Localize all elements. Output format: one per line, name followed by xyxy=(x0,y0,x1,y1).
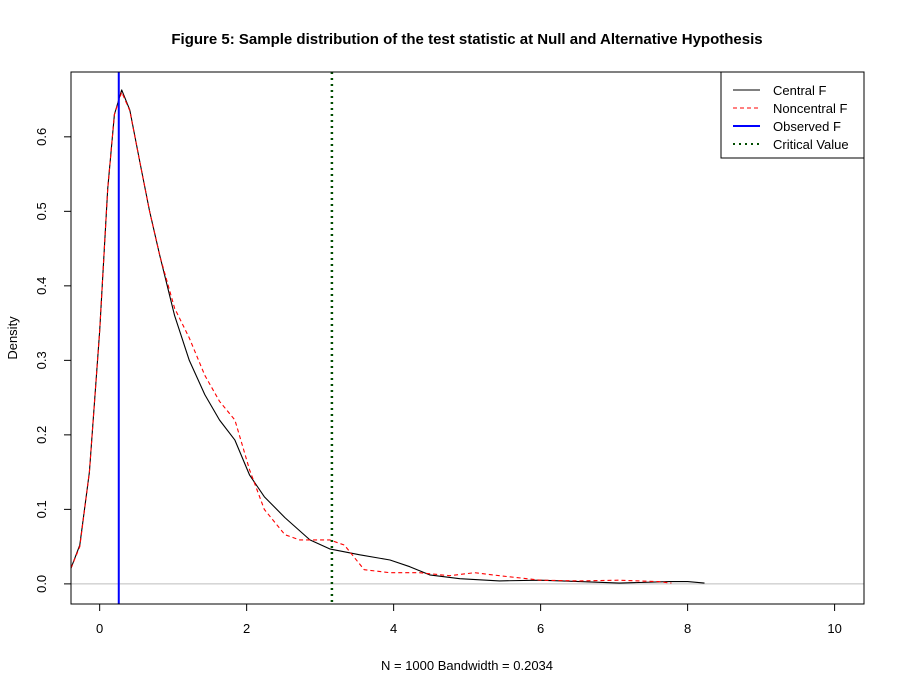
legend-label: Central F xyxy=(773,83,827,98)
x-tick-label: 8 xyxy=(684,621,691,636)
series-line-noncentral-f xyxy=(70,91,672,584)
x-tick-label: 10 xyxy=(827,621,841,636)
legend-label: Observed F xyxy=(773,119,841,134)
y-tick-label: 0.4 xyxy=(34,277,49,295)
legend-label: Noncentral F xyxy=(773,101,847,116)
legend: Central F Noncentral F Observed F Critical … xyxy=(720,71,865,159)
legend-label: Critical Value xyxy=(773,137,849,152)
y-tick-label: 0.1 xyxy=(34,500,49,518)
x-tick-label: 0 xyxy=(96,621,103,636)
legend-box xyxy=(720,71,865,159)
y-tick-label: 0.2 xyxy=(34,426,49,444)
y-tick-label: 0.3 xyxy=(34,351,49,369)
chart-title: Figure 5: Sample distribution of the tes… xyxy=(171,31,762,48)
y-tick-label: 0.6 xyxy=(34,128,49,146)
series-line-central-f xyxy=(70,89,705,584)
y-axis-label: Density xyxy=(5,316,20,360)
y-tick-label: 0.5 xyxy=(34,202,49,220)
x-axis-label: N = 1000 Bandwidth = 0.2034 xyxy=(381,658,553,673)
x-tick-label: 6 xyxy=(537,621,544,636)
plot-frame xyxy=(70,71,865,605)
x-tick-label: 4 xyxy=(390,621,397,636)
y-tick-label: 0.0 xyxy=(34,575,49,593)
x-tick-label: 2 xyxy=(243,621,250,636)
